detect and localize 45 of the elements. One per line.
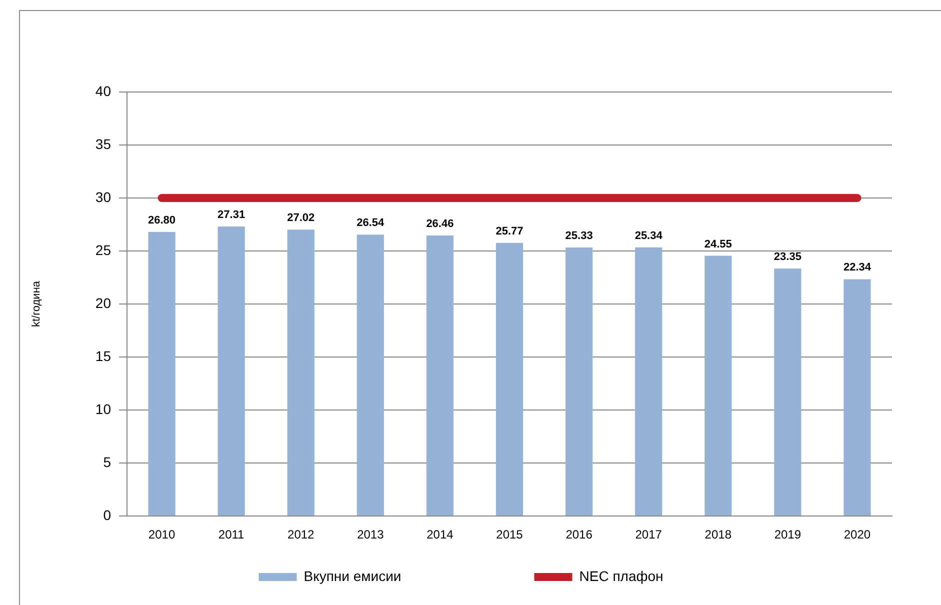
data-label: 26.46: [426, 218, 454, 230]
y-tick-label: 0: [103, 506, 112, 523]
bar: [774, 268, 802, 516]
y-tick-label: 25: [95, 242, 112, 258]
x-tick-label: 2018: [704, 528, 732, 542]
x-tick-label: 2016: [566, 528, 593, 542]
data-label: 23.35: [774, 251, 802, 264]
x-tick-label: 2015: [496, 528, 524, 542]
data-label: 25.34: [634, 230, 664, 242]
y-tick-label: 20: [95, 294, 112, 311]
y-tick-label: 30: [95, 188, 112, 205]
bar: [844, 279, 871, 516]
x-tick-label: 2019: [774, 528, 802, 542]
bar: [287, 230, 314, 516]
x-tick-label: 2011: [218, 528, 245, 542]
data-label: 26.54: [356, 217, 386, 230]
x-tick-label: 2010: [148, 528, 176, 542]
data-label: 27.02: [287, 212, 315, 224]
bar: [496, 242, 524, 516]
x-tick-label: 2012: [288, 528, 315, 542]
data-label: 27.31: [218, 209, 246, 222]
bar: [704, 256, 732, 516]
y-tick-label: 15: [95, 348, 112, 364]
bar: [218, 226, 245, 516]
y-tick-label: 40: [95, 82, 112, 99]
bar: [356, 234, 384, 516]
data-label: 24.55: [704, 238, 732, 250]
y-tick-label: 5: [103, 454, 112, 470]
bar: [635, 247, 662, 516]
x-tick-label: 2017: [635, 528, 662, 542]
legend-label: NEC плафон: [579, 568, 664, 584]
y-axis-title: kt/година: [30, 280, 43, 328]
data-label: 25.33: [565, 230, 593, 242]
x-tick-label: 2020: [844, 528, 871, 542]
bar: [565, 248, 593, 516]
y-tick-label: 35: [95, 136, 112, 152]
data-label: 22.34: [843, 262, 872, 274]
data-label: 26.80: [148, 214, 176, 226]
bar: [148, 232, 176, 516]
x-tick-label: 2013: [357, 528, 384, 542]
legend-label: Вкупни емисии: [304, 568, 402, 584]
y-tick-label: 10: [95, 400, 112, 417]
bar: [426, 236, 454, 516]
data-label: 25.77: [496, 225, 524, 238]
x-tick-label: 2014: [426, 528, 454, 542]
